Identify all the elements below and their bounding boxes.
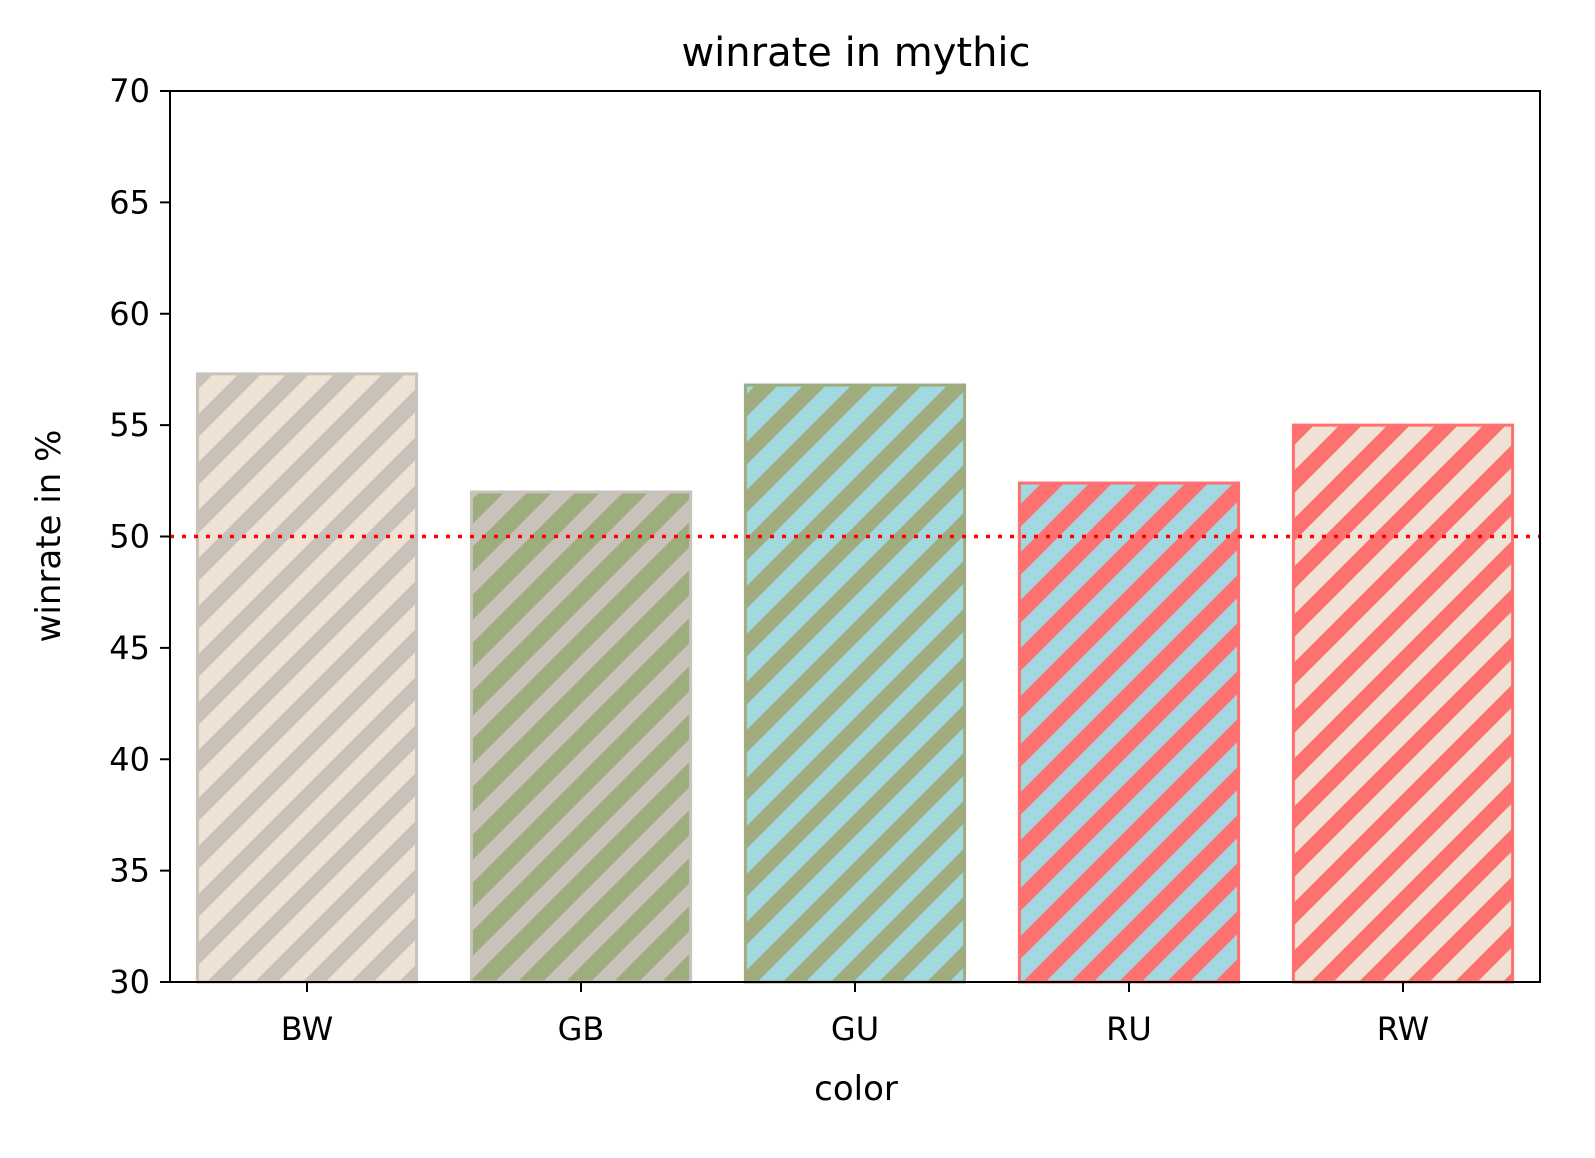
x-axis: BW GB GU RU RW <box>281 982 1430 1048</box>
x-tick-label: RW <box>1377 1010 1430 1048</box>
bars-group <box>195 372 1515 984</box>
y-axis: 30 35 40 45 50 55 60 65 70 <box>109 72 170 1001</box>
bar-rw <box>1291 423 1515 984</box>
y-tick-label: 65 <box>109 183 150 221</box>
x-tick-label: RU <box>1106 1010 1152 1048</box>
y-tick-label: 45 <box>109 629 150 667</box>
x-tick-label: GB <box>558 1010 605 1048</box>
x-tick-label: BW <box>281 1010 333 1048</box>
chart-title: winrate in mythic <box>681 30 1030 76</box>
x-axis-label: color <box>814 1069 898 1109</box>
y-tick-label: 40 <box>109 740 150 778</box>
y-tick-label: 35 <box>109 852 150 890</box>
bar-ru <box>1017 481 1241 984</box>
y-tick-label: 70 <box>109 72 150 110</box>
y-tick-label: 50 <box>109 518 150 556</box>
y-tick-label: 60 <box>109 295 150 333</box>
y-axis-label: winrate in % <box>29 430 69 643</box>
y-tick-label: 55 <box>109 406 150 444</box>
x-tick-label: GU <box>831 1010 879 1048</box>
bar-gb <box>469 490 693 984</box>
plot-frame <box>169 90 1541 983</box>
bar-gu <box>743 383 967 984</box>
y-tick-label: 30 <box>109 963 150 1001</box>
bar-bw <box>195 372 419 984</box>
